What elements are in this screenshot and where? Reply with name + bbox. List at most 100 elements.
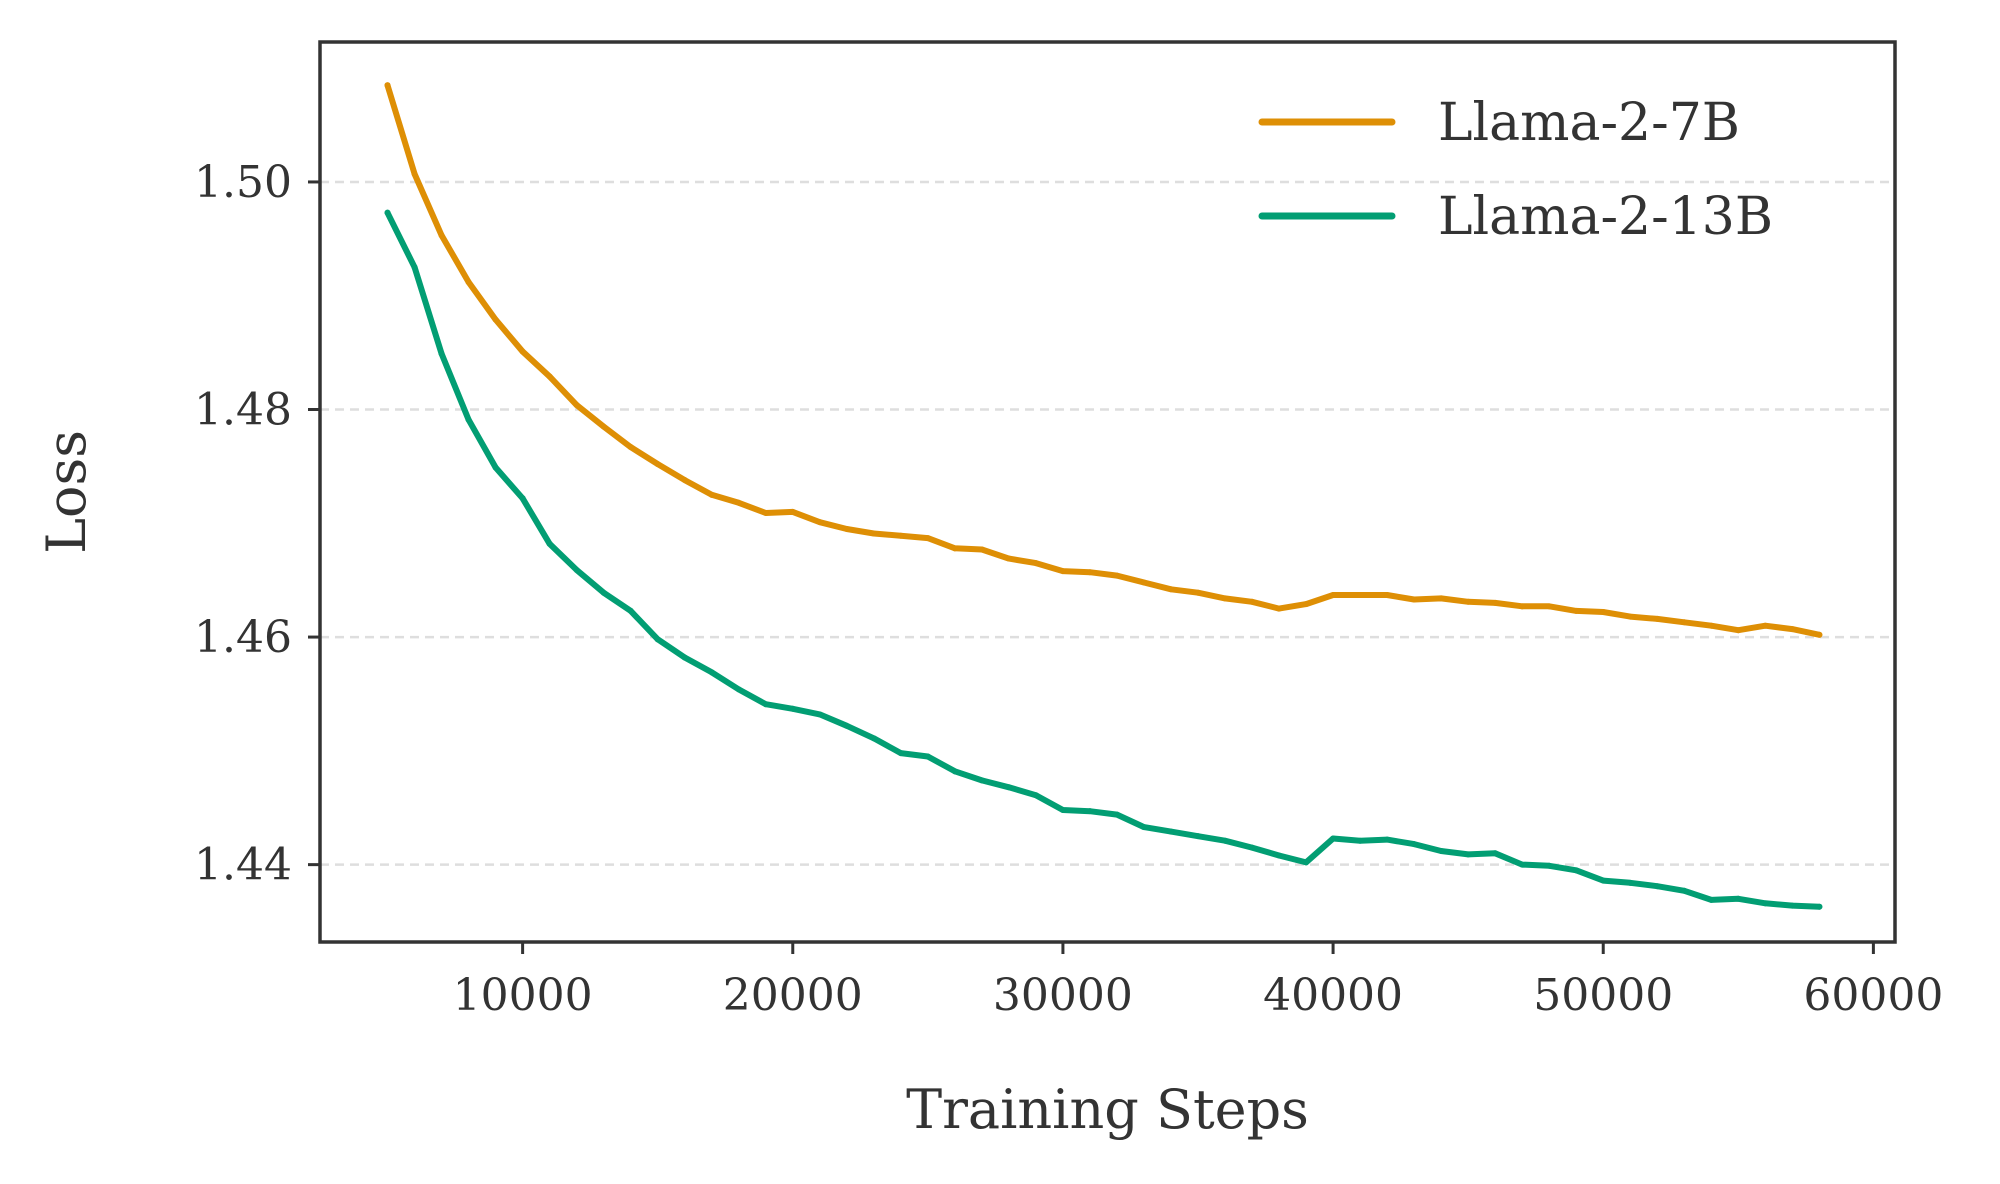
data-point-llama-2-7b-37: [1384, 591, 1391, 598]
x-axis-ticks: 10000 20000 30000 40000 50000 60000: [453, 942, 1943, 1021]
data-point-llama-2-13b-39: [1438, 847, 1445, 854]
data-point-llama-2-7b-36: [1357, 591, 1364, 598]
data-point-llama-2-13b-51: [1762, 900, 1769, 907]
data-point-llama-2-7b-52: [1789, 626, 1796, 633]
data-point-llama-2-7b-38: [1411, 596, 1418, 603]
data-point-llama-2-13b-37: [1384, 836, 1391, 843]
data-point-llama-2-7b-24: [1032, 560, 1039, 567]
data-point-llama-2-13b-15: [789, 705, 796, 712]
data-point-llama-2-13b-2: [438, 350, 445, 357]
data-point-llama-2-13b-27: [1113, 811, 1120, 818]
data-point-llama-2-7b-1: [411, 170, 418, 177]
legend: Llama-2-7B Llama-2-13B: [1258, 93, 1773, 247]
data-point-llama-2-13b-41: [1492, 850, 1499, 857]
data-point-llama-2-7b-14: [762, 510, 769, 517]
data-point-llama-2-7b-34: [1303, 601, 1310, 608]
data-point-llama-2-7b-43: [1546, 603, 1553, 610]
data-point-llama-2-7b-29: [1167, 586, 1174, 593]
data-point-llama-2-13b-19: [897, 750, 904, 757]
x-tick-label-2: 30000: [993, 970, 1133, 1021]
plot-frame: [318, 40, 1897, 944]
data-point-llama-2-13b-0: [384, 209, 391, 216]
y-tick-label-3: 1.50: [194, 157, 292, 208]
data-point-llama-2-13b-22: [978, 777, 985, 784]
data-point-llama-2-7b-49: [1708, 622, 1715, 629]
data-point-llama-2-7b-8: [600, 423, 607, 430]
data-point-llama-2-13b-16: [816, 711, 823, 718]
data-point-llama-2-7b-5: [519, 348, 526, 355]
data-point-llama-2-13b-4: [492, 464, 499, 471]
data-point-llama-2-7b-13: [735, 499, 742, 506]
data-point-llama-2-13b-13: [735, 686, 742, 693]
data-point-llama-2-7b-46: [1627, 613, 1634, 620]
data-point-llama-2-13b-23: [1005, 784, 1012, 791]
data-point-llama-2-13b-42: [1519, 861, 1526, 868]
data-point-llama-2-13b-5: [519, 495, 526, 502]
data-point-llama-2-7b-53: [1816, 631, 1823, 638]
data-point-llama-2-7b-30: [1195, 589, 1202, 596]
data-point-llama-2-13b-3: [465, 416, 472, 423]
data-point-llama-2-13b-7: [573, 566, 580, 573]
y-axis-ticks: 1.44 1.46 1.48 1.50: [194, 157, 320, 891]
series-line-llama-2-7b: [384, 82, 1823, 638]
data-point-llama-2-7b-28: [1140, 579, 1147, 586]
x-tick-label-4: 50000: [1533, 970, 1673, 1021]
data-point-llama-2-7b-10: [654, 461, 661, 468]
y-axis-title: Loss: [35, 430, 98, 554]
data-point-llama-2-13b-40: [1465, 851, 1472, 858]
data-point-llama-2-13b-1: [411, 264, 418, 271]
legend-label-llama-2-7b: Llama-2-7B: [1438, 93, 1740, 153]
data-point-llama-2-7b-41: [1492, 599, 1499, 606]
data-point-llama-2-13b-26: [1086, 808, 1093, 815]
data-point-llama-2-13b-11: [681, 654, 688, 661]
data-point-llama-2-7b-44: [1573, 607, 1580, 614]
data-point-llama-2-13b-18: [870, 735, 877, 742]
x-tick-label-1: 20000: [723, 970, 863, 1021]
legend-label-llama-2-13b: Llama-2-13B: [1438, 187, 1773, 247]
x-axis-title: Training Steps: [906, 1078, 1309, 1141]
data-point-llama-2-13b-28: [1140, 824, 1147, 831]
data-point-llama-2-7b-31: [1222, 595, 1229, 602]
data-point-llama-2-13b-31: [1222, 837, 1229, 844]
data-point-llama-2-13b-17: [843, 722, 850, 729]
data-point-llama-2-13b-30: [1195, 833, 1202, 840]
data-point-llama-2-7b-15: [789, 508, 796, 515]
data-point-llama-2-13b-35: [1330, 835, 1337, 842]
series-points-llama-2-13b: [384, 209, 1823, 910]
data-point-llama-2-7b-23: [1005, 555, 1012, 562]
data-point-llama-2-13b-36: [1357, 837, 1364, 844]
data-point-llama-2-7b-40: [1465, 598, 1472, 605]
data-point-llama-2-7b-33: [1276, 605, 1283, 612]
data-point-llama-2-7b-35: [1330, 591, 1337, 598]
data-point-llama-2-7b-42: [1519, 603, 1526, 610]
series-points-llama-2-7b: [384, 82, 1823, 638]
data-point-llama-2-13b-14: [762, 701, 769, 708]
data-point-llama-2-7b-47: [1654, 615, 1661, 622]
data-point-llama-2-13b-10: [654, 636, 661, 643]
x-tick-label-3: 40000: [1263, 970, 1403, 1021]
data-point-llama-2-13b-43: [1546, 862, 1553, 869]
data-point-llama-2-13b-9: [627, 607, 634, 614]
x-tick-label-5: 60000: [1803, 970, 1943, 1021]
data-point-llama-2-7b-45: [1600, 609, 1607, 616]
data-point-llama-2-7b-4: [492, 316, 499, 323]
data-point-llama-2-7b-7: [573, 401, 580, 408]
data-point-llama-2-13b-21: [951, 768, 958, 775]
data-point-llama-2-7b-19: [897, 532, 904, 539]
data-point-llama-2-13b-20: [924, 753, 931, 760]
data-point-llama-2-13b-6: [546, 540, 553, 547]
data-point-llama-2-13b-52: [1789, 902, 1796, 909]
data-point-llama-2-13b-25: [1059, 807, 1066, 814]
data-point-llama-2-13b-32: [1249, 844, 1256, 851]
data-point-llama-2-13b-29: [1167, 828, 1174, 835]
data-point-llama-2-13b-8: [600, 589, 607, 596]
data-point-llama-2-7b-27: [1113, 572, 1120, 579]
data-point-llama-2-7b-32: [1249, 598, 1256, 605]
data-point-llama-2-7b-20: [924, 535, 931, 542]
data-point-llama-2-7b-17: [843, 525, 850, 532]
data-point-llama-2-7b-2: [438, 232, 445, 239]
series-lines: [384, 82, 1823, 910]
data-point-llama-2-7b-18: [870, 530, 877, 537]
data-point-llama-2-7b-16: [816, 519, 823, 526]
